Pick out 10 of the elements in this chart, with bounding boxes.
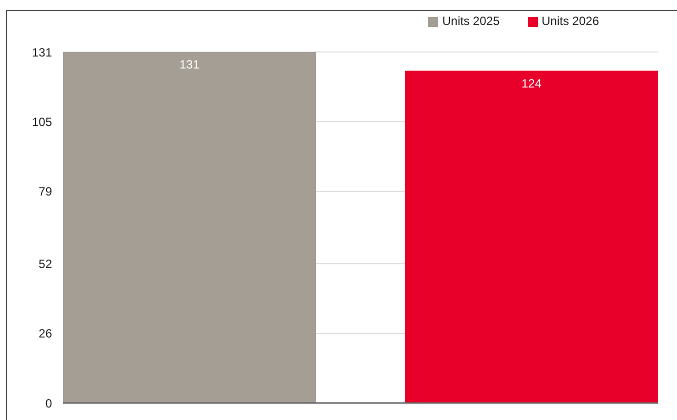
- y-tick-label: 131: [32, 45, 52, 60]
- y-tick-label: 26: [38, 326, 52, 341]
- data-label: 124: [521, 76, 542, 90]
- data-label: 131: [179, 58, 200, 72]
- y-tick-label: 52: [38, 256, 52, 271]
- y-tick-label: 0: [45, 396, 52, 410]
- legend-label: Units 2025: [442, 14, 500, 28]
- y-tick-label: 105: [32, 114, 52, 129]
- legend-label: Units 2026: [542, 14, 599, 28]
- y-tick-label: 79: [38, 184, 52, 199]
